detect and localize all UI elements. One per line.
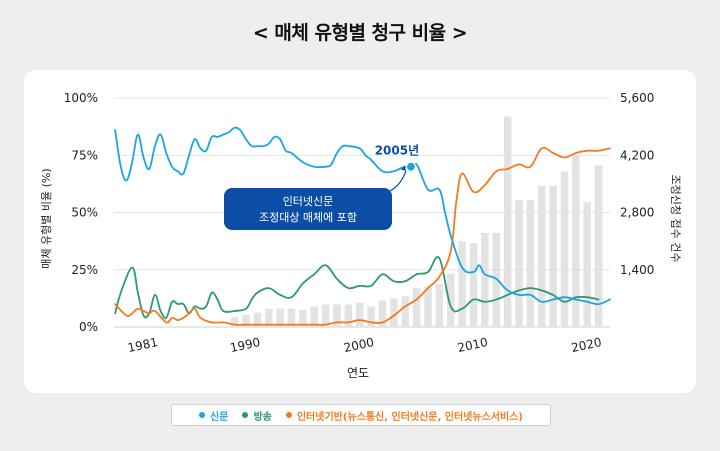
bar-1989 xyxy=(230,316,239,327)
series-line-broadcast xyxy=(114,256,600,320)
x-tick-label: 2010 xyxy=(456,335,489,355)
bar-2011 xyxy=(481,232,489,327)
y-right-tick-label: 5,600 xyxy=(620,91,654,105)
bar-2005 xyxy=(412,288,421,327)
bar-1994 xyxy=(287,308,296,327)
bar-2010 xyxy=(469,243,478,327)
x-tick-label: 1990 xyxy=(229,335,262,355)
y-left-axis-label: 매체 유형별 비율 (%) xyxy=(40,168,53,268)
series-line-newspaper xyxy=(114,126,611,306)
chart-panel: 0% 25% 50% 75% 100% 1,400 2,800 4,200 5,600 1981 1… xyxy=(24,70,696,393)
bar-2002 xyxy=(378,300,387,327)
bar-2017 xyxy=(549,185,557,327)
bar-2009 xyxy=(458,241,466,327)
annotation-arrowhead xyxy=(400,165,406,171)
legend-label-newspaper: 신문 xyxy=(210,411,229,423)
y-right-tick-label: 4,200 xyxy=(620,148,654,162)
bar-2018 xyxy=(560,171,569,327)
chart-title: < 매체 유형별 청구 비율 > xyxy=(252,22,468,44)
bar-2020 xyxy=(583,202,592,327)
bar-2008 xyxy=(446,273,455,327)
bar-2003 xyxy=(390,298,398,327)
legend-swatch-internet xyxy=(285,412,292,418)
bar-1999 xyxy=(344,304,353,327)
x-tick-label: 1981 xyxy=(126,335,159,355)
bar-1995 xyxy=(299,309,307,327)
bar-2006 xyxy=(424,286,432,327)
annotation-callout-line2: 조정대상 매체에 포함 xyxy=(259,211,357,224)
bar-2007 xyxy=(435,284,444,327)
bar-2021 xyxy=(594,165,603,327)
annotation-arrow xyxy=(387,170,407,193)
bar-1997 xyxy=(321,304,330,327)
legend: 신문 방송 인터넷기반(뉴스통신, 인터넷신문, 인터넷뉴스서비스) xyxy=(171,404,551,426)
bar-2000 xyxy=(355,302,364,327)
annotation-year-label: 2005년 xyxy=(375,144,419,158)
x-tick-label: 2000 xyxy=(342,335,375,355)
bar-1991 xyxy=(253,312,262,327)
y-left-tick-label: 0% xyxy=(79,320,98,334)
legend-item-internet: 인터넷기반(뉴스통신, 인터넷신문, 인터넷뉴스서비스) xyxy=(285,408,523,423)
annotation-callout-line1: 인터넷신문 xyxy=(283,195,334,208)
bar-2019 xyxy=(572,155,580,327)
legend-label-internet: 인터넷기반(뉴스통신, 인터넷신문, 인터넷뉴스서비스) xyxy=(296,411,523,423)
bar-2016 xyxy=(537,185,546,327)
x-axis-label: 연도 xyxy=(347,366,369,380)
legend-item-broadcast: 방송 xyxy=(242,408,272,423)
bar-1996 xyxy=(310,306,318,327)
annotation-callout-box xyxy=(224,188,392,230)
bar-2014 xyxy=(515,200,523,327)
bar-2015 xyxy=(526,200,535,327)
legend-item-newspaper: 신문 xyxy=(199,408,228,423)
bar-2004 xyxy=(401,296,409,327)
bar-1990 xyxy=(242,314,250,327)
y-right-tick-label: 1,400 xyxy=(620,263,654,277)
y-left-tick-label: 100% xyxy=(64,91,98,105)
x-tick-label: 2020 xyxy=(570,335,603,355)
line-chart: 0% 25% 50% 75% 100% 1,400 2,800 4,200 5,600 1981 1… xyxy=(40,91,682,380)
bar-2001 xyxy=(367,306,375,327)
legend-swatch-broadcast xyxy=(242,412,249,418)
legend-label-broadcast: 방송 xyxy=(253,411,272,423)
series-line-internet xyxy=(114,146,611,326)
bar-2013 xyxy=(503,116,512,327)
annotation-marker xyxy=(405,161,417,172)
y-left-tick-label: 25% xyxy=(71,263,98,277)
bar-1993 xyxy=(276,308,284,327)
y-left-tick-label: 75% xyxy=(71,148,98,162)
y-right-tick-label: 2,800 xyxy=(620,206,654,220)
legend-swatch-newspaper xyxy=(199,412,206,418)
y-left-tick-label: 50% xyxy=(71,206,98,220)
bar-1998 xyxy=(333,304,341,327)
y-right-axis-label: 조정신청 접수 건수 xyxy=(669,175,682,263)
bar-1992 xyxy=(264,308,273,327)
